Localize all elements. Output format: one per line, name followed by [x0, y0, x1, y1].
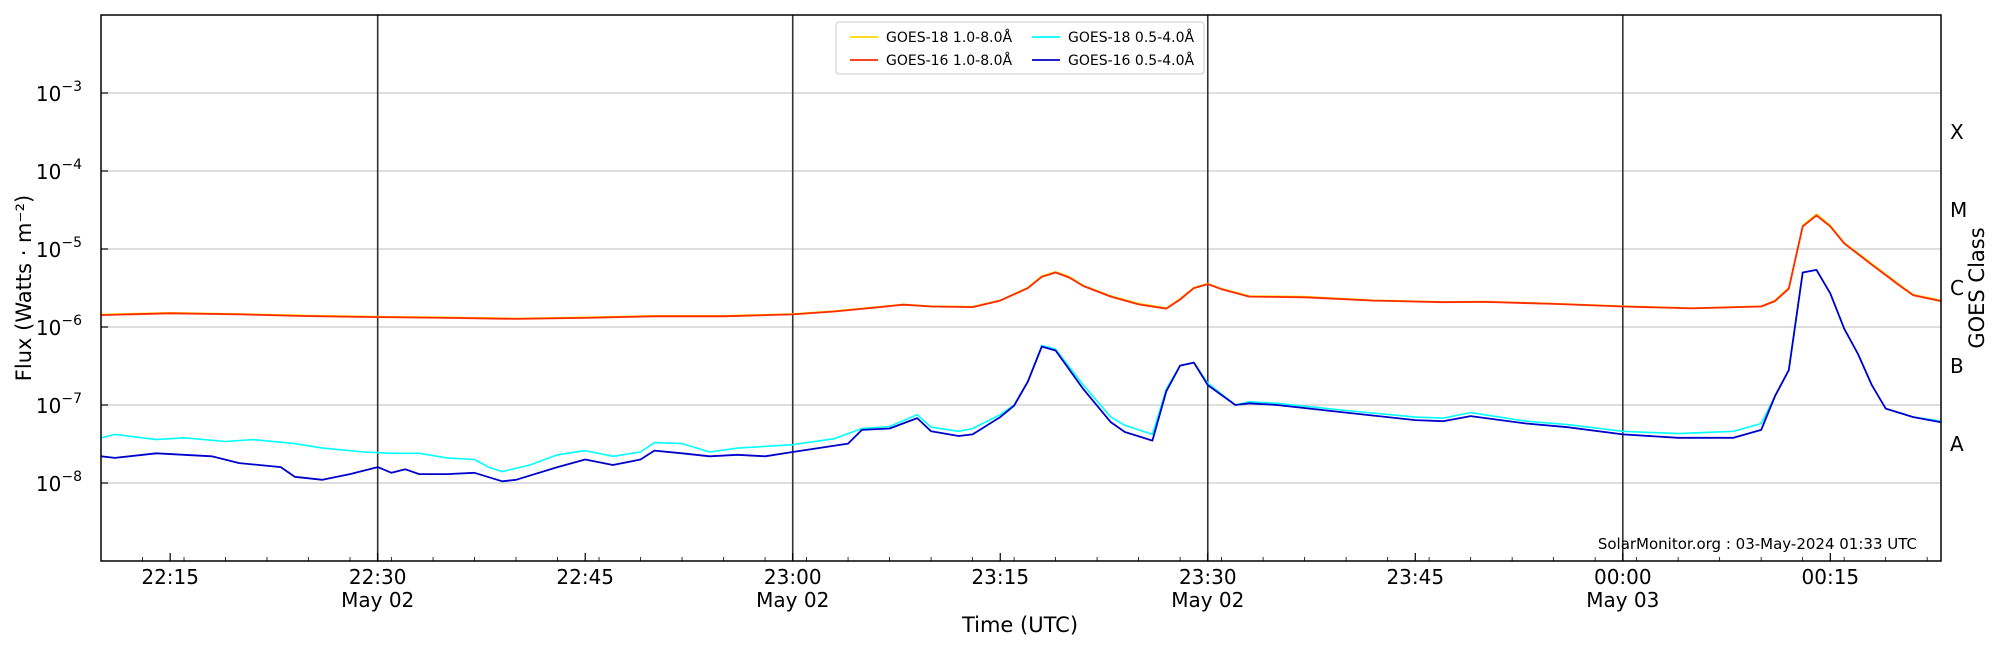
- legend-label: GOES-18 0.5-4.0Å: [1068, 29, 1194, 46]
- y-tick-exponent: −7: [61, 391, 82, 407]
- y-tick-exponent: −6: [61, 313, 82, 329]
- legend-label: GOES-16 1.0-8.0Å: [886, 52, 1012, 69]
- y-tick-label: 10−3: [36, 79, 82, 106]
- goes-class-label: B: [1950, 354, 1964, 378]
- legend-label: GOES-18 1.0-8.0Å: [886, 29, 1012, 46]
- y-tick-base: 10: [36, 394, 61, 418]
- y-axis-title: Flux (Watts · m⁻²): [12, 195, 36, 381]
- y-tick-label: 10−4: [36, 157, 82, 184]
- grid-layer: [101, 15, 1941, 561]
- y-axis: 10−810−710−610−510−410−3: [36, 79, 108, 496]
- x-tick-label: 22:45: [556, 565, 614, 589]
- y-tick-base: 10: [36, 316, 61, 340]
- x-tick-label: 23:30: [1179, 565, 1237, 589]
- plot-frame: [100, 14, 1942, 562]
- legend-box: [835, 21, 1205, 75]
- legend-label: GOES-16 0.5-4.0Å: [1068, 52, 1194, 69]
- legend: GOES-18 1.0-8.0Å GOES-16 1.0-8.0Å GOES-18 …: [835, 21, 1205, 75]
- x-tick-label: 23:00: [764, 565, 822, 589]
- goes-class-label: C: [1950, 276, 1964, 300]
- x-tick-date-label: May 02: [1171, 588, 1244, 612]
- y-tick-exponent: −3: [61, 79, 82, 95]
- y-tick-base: 10: [36, 82, 61, 106]
- x-axis-title: Time (UTC): [961, 613, 1078, 637]
- series-line-1: [100, 214, 1942, 320]
- x-tick-label: 00:15: [1802, 565, 1860, 589]
- x-tick-label: 22:30: [349, 565, 407, 589]
- x-tick-label: 23:15: [971, 565, 1029, 589]
- y-tick-base: 10: [36, 472, 61, 496]
- goes-class-label: M: [1950, 198, 1967, 222]
- y-tick-exponent: −8: [61, 469, 82, 485]
- goes-class-axis: A B C M X: [1950, 120, 1967, 456]
- y-tick-base: 10: [36, 160, 61, 184]
- goes-class-axis-title: GOES Class: [1965, 227, 1989, 348]
- x-tick-date-label: May 03: [1586, 588, 1659, 612]
- credit-text: SolarMonitor.org : 03-May-2024 01:33 UTC: [1598, 535, 1917, 553]
- y-tick-label: 10−6: [36, 313, 82, 340]
- y-tick-label: 10−7: [36, 391, 82, 418]
- x-tick-date-label: May 02: [341, 588, 414, 612]
- y-tick-label: 10−5: [36, 235, 82, 262]
- goes-class-label: X: [1950, 120, 1964, 144]
- x-tick-label: 22:15: [141, 565, 199, 589]
- x-tick-date-label: May 02: [756, 588, 829, 612]
- y-tick-exponent: −4: [61, 157, 82, 173]
- y-tick-exponent: −5: [61, 235, 82, 251]
- y-tick-base: 10: [36, 238, 61, 262]
- y-tick-label: 10−8: [36, 469, 82, 496]
- x-tick-label: 00:00: [1594, 565, 1652, 589]
- goes-class-label: A: [1950, 432, 1964, 456]
- series-line-3: [100, 268, 1942, 483]
- series-layer: [100, 213, 1942, 483]
- x-tick-label: 23:45: [1386, 565, 1444, 589]
